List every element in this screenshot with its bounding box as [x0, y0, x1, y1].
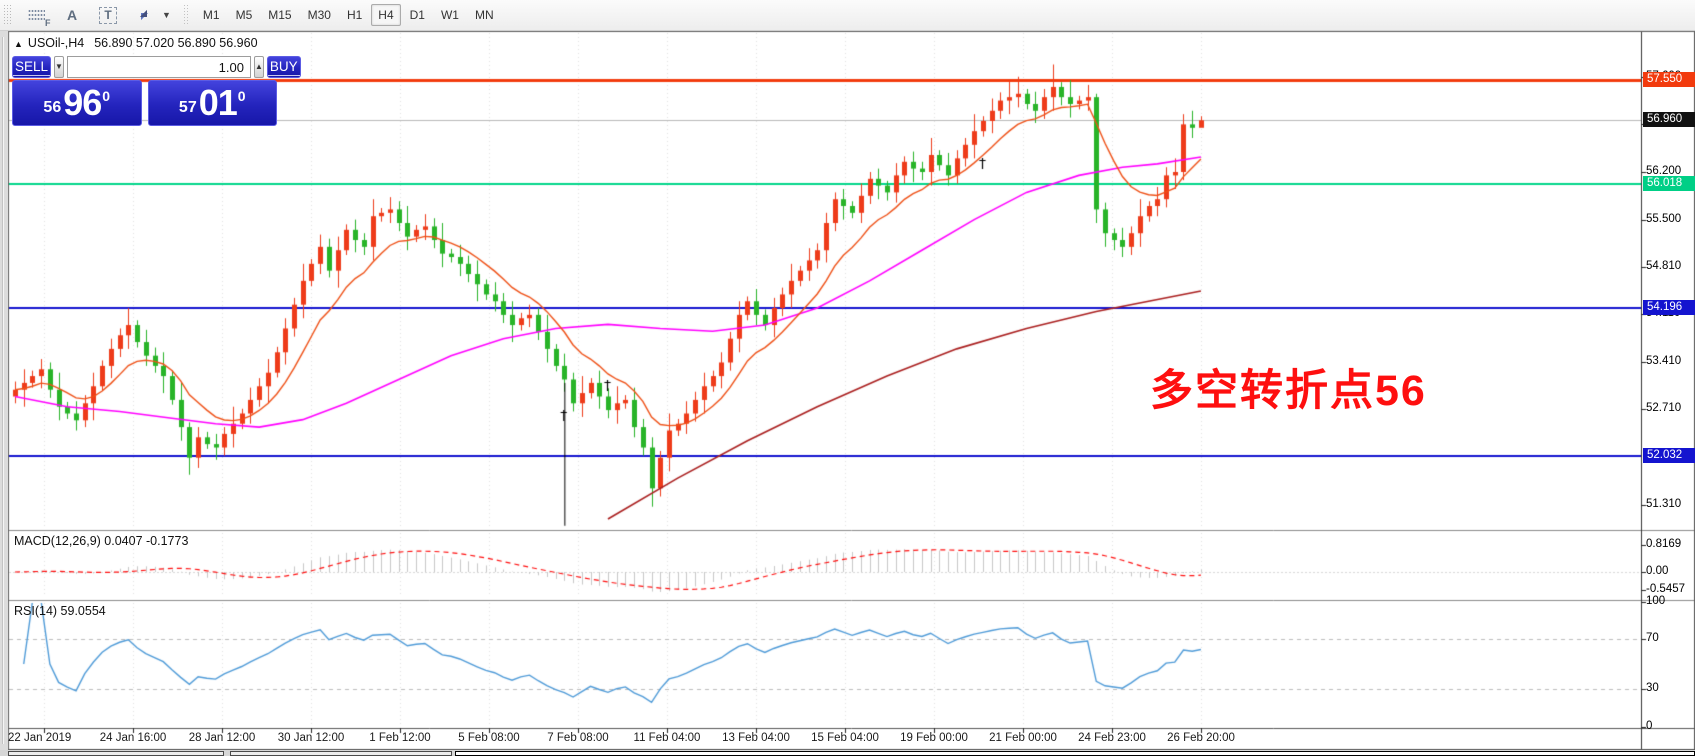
time-axis-label: 15 Feb 04:00: [811, 732, 879, 744]
time-axis-label: 11 Feb 04:00: [633, 732, 701, 744]
timeframe-button-h4[interactable]: H4: [371, 4, 401, 26]
price-tick-label: 55.500: [1646, 212, 1682, 225]
macd-indicator-label: MACD(12,26,9) 0.0407 -0.1773: [14, 534, 189, 548]
text-label-icon[interactable]: A: [66, 7, 78, 23]
macd-axis-label: 0.00: [1646, 565, 1669, 577]
background-window-fragment: [8, 751, 224, 756]
macd-axis-label: 0.8169: [1646, 538, 1682, 551]
time-axis-label: 1 Feb 12:00: [369, 732, 431, 744]
rsi-axis-label: 30: [1646, 682, 1659, 694]
text-box-icon[interactable]: T: [95, 3, 121, 27]
left-panel-edge[interactable]: [0, 31, 8, 750]
sell-button[interactable]: SELL: [12, 56, 52, 78]
timeframe-button-m30[interactable]: M30: [307, 8, 331, 22]
volume-increase-button[interactable]: ▲: [253, 56, 264, 78]
chart-title: ▲ USOil-,H4 56.890 57.020 56.890 56.960: [14, 36, 258, 50]
macd-axis-label: -0.5457: [1646, 583, 1686, 595]
price-tick-label: 51.310: [1646, 497, 1682, 510]
cycle-arrows-icon[interactable]: [131, 3, 157, 27]
price-badge: 54.196: [1643, 300, 1695, 316]
toolbar-drag-handle[interactable]: [3, 4, 12, 26]
price-tick-label: 54.810: [1646, 259, 1682, 272]
price-tick-label: 53.410: [1646, 354, 1682, 367]
price-tick-label: 56.200: [1646, 165, 1682, 177]
toolbar-separator: [182, 4, 188, 26]
timeframe-button-h1[interactable]: H1: [346, 8, 363, 22]
rsi-indicator-label: RSI(14) 59.0554: [14, 604, 106, 618]
time-axis-label: 28 Jan 12:00: [188, 732, 256, 744]
background-window-fragment: [455, 751, 1695, 756]
chart-symbol: USOil-,H4: [27, 36, 85, 50]
timeframe-button-group: M1 M5 M15 M30 H1 H4 D1 W1 MN: [196, 4, 501, 26]
price-badge: 52.032: [1643, 447, 1695, 463]
timeframe-button-m15[interactable]: M15: [268, 8, 292, 22]
volume-decrease-button[interactable]: ▼: [54, 56, 64, 78]
time-axis-label: 21 Feb 00:00: [989, 732, 1057, 744]
time-axis-label: 30 Jan 12:00: [277, 732, 345, 744]
timeframe-button-d1[interactable]: D1: [409, 8, 425, 22]
timeframe-button-m1[interactable]: M1: [202, 8, 220, 22]
time-axis-label: 13 Feb 04:00: [722, 732, 790, 744]
time-axis-label: 19 Feb 00:00: [900, 732, 968, 744]
time-axis-label: 26 Feb 20:00: [1167, 732, 1235, 744]
collapse-arrow-icon[interactable]: ▲: [14, 39, 23, 49]
rsi-axis-label: 100: [1646, 594, 1666, 607]
sell-price-display[interactable]: 56 96 0: [12, 80, 142, 126]
background-window-fragment: [230, 751, 452, 756]
price-tick-label: 52.710: [1646, 402, 1682, 415]
time-axis-label: 5 Feb 08:00: [458, 732, 520, 744]
time-axis-label: 24 Jan 16:00: [99, 732, 167, 744]
dropdown-caret-icon[interactable]: ▼: [162, 10, 171, 20]
time-axis-label: 7 Feb 08:00: [547, 732, 609, 744]
price-badge: 56.018: [1643, 176, 1695, 192]
buy-button[interactable]: BUY: [266, 56, 301, 78]
time-axis-label: 24 Feb 23:00: [1078, 732, 1146, 744]
buy-price-display[interactable]: 57 01 0: [147, 80, 277, 126]
price-badge: 57.550: [1643, 72, 1695, 88]
chart-text-annotation: 多空转折点56: [1150, 367, 1427, 415]
price-badge: 56.960: [1643, 112, 1695, 128]
rsi-axis-label: 0: [1646, 719, 1653, 732]
bottom-window-edge: [0, 750, 1695, 756]
volume-input[interactable]: [66, 56, 251, 78]
timeframe-button-w1[interactable]: W1: [440, 8, 459, 22]
timeframe-button-mn[interactable]: MN: [474, 8, 494, 22]
timeframe-button-m5[interactable]: M5: [235, 8, 253, 22]
toolbar: F A T ▼ M1 M5 M15 M30 H1 H4 D1 W1 MN: [0, 0, 1695, 31]
rsi-axis-label: 70: [1646, 632, 1659, 644]
indicator-grid-f-icon[interactable]: F: [23, 3, 51, 28]
chart-ohlc-values: 56.890 57.020 56.890 56.960: [94, 36, 258, 50]
time-axis-label: 22 Jan 2019: [8, 732, 72, 744]
